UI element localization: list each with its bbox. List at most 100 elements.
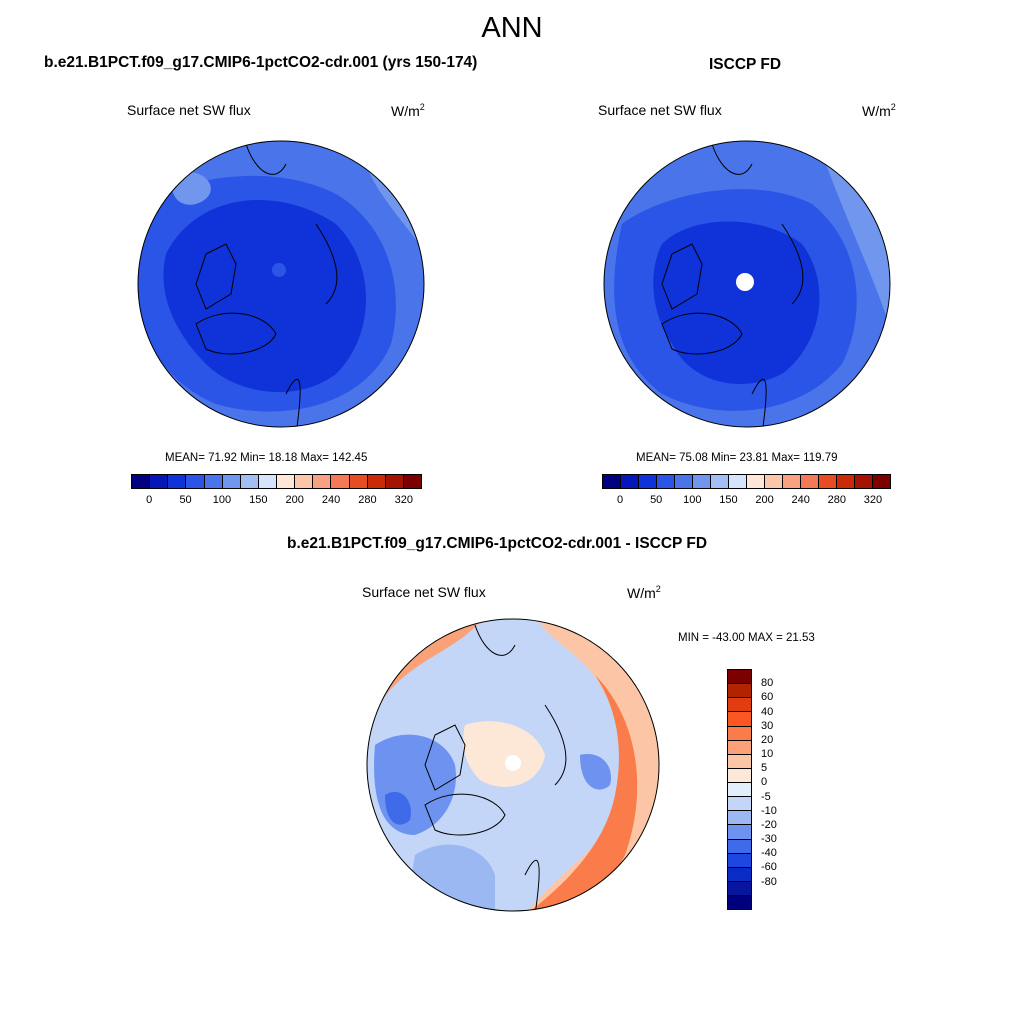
colorbar-tick-label: -40 (761, 847, 777, 860)
colorbar-swatch (728, 867, 751, 882)
colorbar-swatch (855, 475, 873, 488)
colorbar-swatch (403, 475, 421, 488)
panel2-stats: MEAN= 75.08 Min= 23.81 Max= 119.79 (636, 452, 838, 464)
colorbar-tick-label: 100 (212, 494, 232, 506)
colorbar-tick-label: 20 (761, 733, 774, 746)
panel1-colorbar (131, 474, 422, 489)
panel3-units: W/m2 (627, 584, 661, 601)
panel3-polar-map (366, 618, 660, 912)
panel2-variable-label: Surface net SW flux (598, 102, 722, 118)
colorbar-swatch (728, 896, 751, 910)
colorbar-tick-label: 280 (827, 494, 846, 506)
colorbar-tick-label: 320 (863, 494, 883, 506)
colorbar-swatch (693, 475, 711, 488)
panel3-field-positive-east-core (525, 675, 638, 911)
colorbar-tick-label: 50 (650, 494, 663, 506)
panel3-coastline (424, 724, 466, 791)
colorbar-tick-label: -60 (761, 861, 777, 874)
colorbar-swatch (728, 853, 751, 868)
colorbar-swatch (621, 475, 639, 488)
panel2-coastline (661, 243, 703, 310)
colorbar-swatch (168, 475, 187, 488)
colorbar-tick-label: 100 (683, 494, 702, 506)
colorbar-swatch (222, 475, 241, 488)
colorbar-tick-label: 200 (285, 494, 304, 506)
colorbar-swatch (837, 475, 855, 488)
panel3-title: b.e21.B1PCT.f09_g17.CMIP6-1pctCO2-cdr.00… (287, 535, 708, 552)
colorbar-tick-label: 10 (761, 748, 774, 761)
colorbar-swatch (783, 475, 801, 488)
colorbar-swatch (728, 768, 751, 783)
colorbar-swatch (367, 475, 386, 488)
colorbar-tick-label: -80 (761, 875, 777, 888)
colorbar-tick-label: -5 (761, 790, 771, 803)
panel2-polar-map (603, 140, 891, 428)
panel2-pole-hole (736, 273, 754, 291)
panel1-pole-spot (272, 263, 286, 277)
panel2-colorbar-ticks: 0 50 100 150 200 240 280 320 (602, 494, 891, 508)
colorbar-tick-label: 240 (321, 494, 341, 506)
panel2-map-border (603, 140, 891, 428)
colorbar-swatch (728, 712, 751, 727)
colorbar-swatch (728, 797, 751, 812)
panel2-field-core (653, 221, 820, 384)
colorbar-swatch (258, 475, 277, 488)
panel1-coastline-continents (245, 143, 338, 427)
panel2-coastline-continents (711, 143, 804, 427)
figure-title: ANN (481, 12, 543, 44)
colorbar-swatch (639, 475, 657, 488)
colorbar-swatch (728, 839, 751, 854)
colorbar-swatch (385, 475, 404, 488)
panel3-pole-hole (505, 755, 521, 771)
colorbar-swatch (728, 811, 751, 826)
panel2-units: W/m2 (862, 102, 896, 119)
colorbar-tick-label: 40 (761, 705, 774, 718)
colorbar-swatch (349, 475, 368, 488)
colorbar-swatch (132, 475, 151, 488)
colorbar-swatch (728, 740, 751, 755)
colorbar-tick-label: 150 (249, 494, 268, 506)
colorbar-swatch (313, 475, 332, 488)
panel3-stats: MIN = -43.00 MAX = 21.53 (678, 632, 815, 644)
panel2-coastline-greenland (661, 312, 743, 355)
colorbar-swatch (873, 475, 890, 488)
colorbar-tick-label: 60 (761, 691, 774, 704)
panel1-colorbar-ticks: 0 50 100 150 200 240 280 320 (131, 494, 422, 508)
colorbar-swatch (728, 783, 751, 798)
colorbar-tick-label: 0 (761, 776, 768, 789)
colorbar-swatch (295, 475, 314, 488)
colorbar-tick-label: 150 (719, 494, 738, 506)
panel3-colorbar (727, 669, 752, 910)
colorbar-tick-label: 80 (761, 677, 774, 690)
colorbar-tick-label: -20 (761, 818, 777, 831)
colorbar-swatch (765, 475, 783, 488)
colorbar-tick-label: -10 (761, 804, 777, 817)
colorbar-tick-label: 5 (761, 762, 768, 775)
colorbar-tick-label: 240 (791, 494, 810, 506)
colorbar-swatch (728, 754, 751, 769)
panel3-coastline-greenland (424, 793, 506, 836)
panel3-field-negative-east (580, 754, 611, 790)
colorbar-tick-label: -30 (761, 833, 777, 846)
colorbar-swatch (711, 475, 729, 488)
panel1-stats: MEAN= 71.92 Min= 18.18 Max= 142.45 (165, 452, 368, 464)
colorbar-tick-label: 280 (358, 494, 377, 506)
panel3-coastline-continents (474, 624, 567, 911)
panel1-field-core (163, 200, 366, 393)
panel3-field-positive-east (525, 619, 659, 911)
colorbar-swatch (728, 698, 751, 713)
colorbar-swatch (801, 475, 819, 488)
panel2-colorbar (602, 474, 891, 489)
colorbar-swatch (728, 670, 751, 685)
colorbar-swatch (277, 475, 296, 488)
colorbar-swatch (331, 475, 350, 488)
panel1-polar-map (137, 140, 425, 428)
colorbar-swatch (675, 475, 693, 488)
panel1-coastline-greenland (195, 312, 277, 355)
panel1-coastline (195, 243, 237, 310)
colorbar-swatch (186, 475, 205, 488)
colorbar-swatch (728, 726, 751, 741)
colorbar-tick-label: 50 (179, 494, 192, 506)
panel1-map-border (137, 140, 425, 428)
colorbar-swatch (747, 475, 765, 488)
